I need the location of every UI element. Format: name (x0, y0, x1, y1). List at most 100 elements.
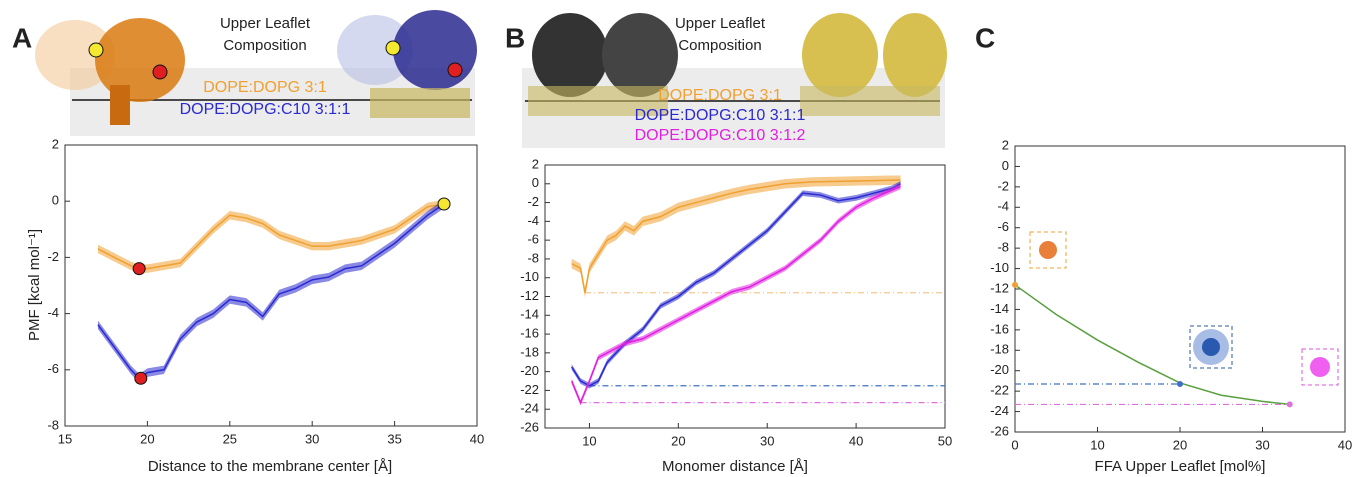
y-tick-label: -12 (990, 280, 1009, 295)
x-axis-label: Distance to the membrane center [Å] (148, 458, 392, 475)
lipids (528, 86, 668, 116)
inset-dot (1202, 338, 1220, 356)
y-tick-label: -20 (520, 363, 539, 378)
series-line (571, 179, 901, 293)
y-tick-label: -26 (990, 423, 1009, 438)
protein (337, 15, 413, 85)
protein (95, 18, 185, 102)
legend-entry: DOPE:DOPG 3:1 (203, 79, 327, 96)
legend-entry: DOPE:DOPG:C10 3:1:1 (180, 101, 351, 118)
series-line (570, 185, 901, 405)
error-band (571, 183, 901, 406)
marker (134, 371, 148, 385)
error-band (571, 175, 901, 298)
protein (802, 13, 878, 97)
y-tick-label: 2 (1002, 137, 1009, 152)
x-tick-label: 15 (58, 431, 72, 446)
legend-title: Upper Leaflet (220, 15, 311, 32)
legend-entry: DOPE:DOPG:C10 3:1:2 (635, 127, 806, 144)
y-tick-label: 0 (52, 193, 59, 208)
y-tick-label: -20 (990, 362, 1009, 377)
x-tick-label: 30 (305, 431, 319, 446)
x-axis-label: Monomer distance [Å] (662, 458, 808, 475)
y-tick-label: -16 (990, 321, 1009, 336)
y-tick-label: -8 (527, 250, 539, 265)
x-tick-label: 25 (223, 431, 237, 446)
y-tick-label: -2 (997, 178, 1009, 193)
y-tick-label: -24 (990, 403, 1009, 418)
protein (602, 13, 678, 97)
y-tick-label: -4 (997, 199, 1009, 214)
y-tick-label: -26 (520, 419, 539, 434)
protein (393, 10, 477, 90)
inset-dot (1039, 241, 1057, 259)
plot-frame (1014, 145, 1346, 433)
panel-label: B (505, 22, 525, 53)
y-tick-label: 0 (1002, 158, 1009, 173)
x-tick-label: 10 (582, 433, 596, 448)
header-art (35, 10, 1339, 386)
y-tick-label: -6 (527, 232, 539, 247)
lipids (800, 86, 940, 116)
x-tick-label: 20 (671, 433, 685, 448)
x-tick-label: 30 (1255, 437, 1269, 452)
x-tick-label: 0 (1011, 437, 1018, 452)
protein-helix (110, 85, 130, 125)
y-tick-label: -6 (47, 361, 59, 376)
x-tick-label: 40 (470, 431, 484, 446)
series-line (1014, 284, 1290, 406)
x-tick-label: 20 (140, 431, 154, 446)
y-tick-label: -2 (47, 249, 59, 264)
y-tick-label: -4 (47, 305, 59, 320)
marker (437, 197, 451, 211)
inset-box (1029, 231, 1067, 269)
marker (132, 262, 146, 276)
marker (1012, 281, 1018, 288)
legend-entry: DOPE:DOPG:C10 3:1:1 (635, 107, 806, 124)
y-tick-label: -22 (990, 383, 1009, 398)
inset-dot (1310, 357, 1330, 377)
x-tick-label: 40 (849, 433, 863, 448)
legend-title: Composition (223, 37, 306, 54)
legend-entry: DOPE:DOPG 3:1 (658, 87, 782, 104)
x-tick-label: 40 (1338, 437, 1352, 452)
y-tick-label: -4 (527, 213, 539, 228)
y-axis-label: PMF [kcal mol⁻¹] (26, 229, 43, 341)
y-tick-label: -14 (990, 301, 1009, 316)
panel-label: A (12, 22, 32, 53)
marker-red (447, 62, 463, 78)
y-tick-label: -2 (527, 194, 539, 209)
inset-box (1301, 348, 1339, 386)
legend-title: Upper Leaflet (675, 15, 766, 32)
inset-box (1189, 325, 1233, 369)
plot-frame (64, 144, 478, 427)
y-tick-label: 2 (52, 136, 59, 151)
plot-frame (544, 164, 946, 429)
marker-red (152, 64, 168, 80)
legend-title: Composition (678, 37, 761, 54)
protein (883, 13, 947, 97)
series-line (571, 183, 901, 387)
protein (35, 20, 115, 90)
y-tick-label: -12 (520, 288, 539, 303)
marker-yellow (88, 42, 104, 58)
y-tick-label: -8 (997, 240, 1009, 255)
y-tick-label: -24 (520, 401, 539, 416)
x-tick-label: 20 (1173, 437, 1187, 452)
marker (1177, 380, 1183, 387)
y-tick-label: -10 (990, 260, 1009, 275)
y-tick-label: -10 (520, 269, 539, 284)
y-tick-label: -18 (520, 344, 539, 359)
y-tick-label: -14 (520, 307, 539, 322)
error-band (97, 199, 445, 273)
x-tick-label: 10 (1090, 437, 1104, 452)
y-tick-label: -18 (990, 342, 1009, 357)
protein (532, 13, 608, 97)
x-tick-label: 35 (387, 431, 401, 446)
y-tick-label: -22 (520, 382, 539, 397)
y-tick-label: 2 (532, 156, 539, 171)
y-tick-label: 0 (532, 175, 539, 190)
x-axis-label: FFA Upper Leaflet [mol%] (1095, 458, 1266, 475)
